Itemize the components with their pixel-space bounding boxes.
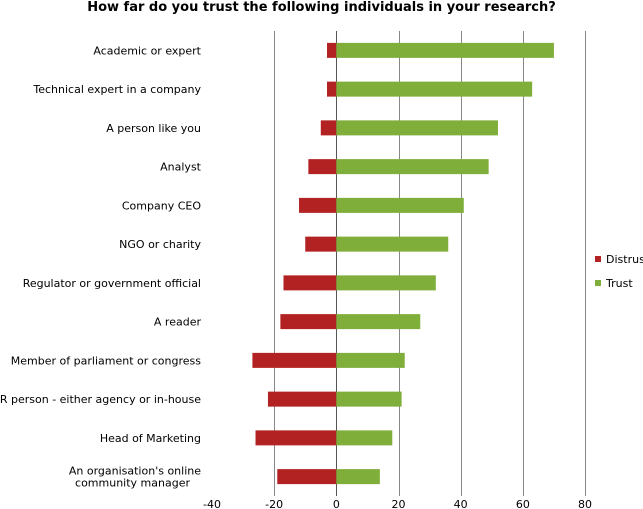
x-tick-label: 40 [454, 498, 468, 509]
chart-title: How far do you trust the following indiv… [87, 0, 556, 15]
x-tick-label: 60 [516, 498, 530, 509]
category-label: Technical expert in a company [32, 83, 201, 96]
bar-distrust [252, 352, 337, 368]
bar-distrust [280, 314, 337, 330]
bar-distrust [327, 42, 337, 58]
category-label: An organisation's online community manage… [69, 465, 201, 490]
bar-trust [336, 352, 405, 368]
bar-distrust [320, 120, 337, 136]
legend: Distrust Trust [595, 253, 643, 290]
bar-distrust [308, 159, 337, 175]
x-tick-label: 80 [578, 498, 592, 509]
bar-distrust [277, 469, 337, 485]
bar-trust [336, 81, 533, 97]
category-label: NGO or charity [119, 238, 201, 251]
bar-trust [336, 469, 380, 485]
bar-trust [336, 159, 489, 175]
bar-trust [336, 391, 402, 407]
legend-label: Distrust [606, 253, 643, 266]
bar-trust [336, 314, 421, 330]
x-tick-label: -20 [265, 498, 283, 509]
bar-trust [336, 120, 498, 136]
bar-distrust [255, 430, 337, 446]
legend-swatch [595, 256, 601, 262]
x-tick-label: -40 [203, 498, 221, 509]
bar-trust [336, 236, 449, 252]
x-tick-label: 0 [333, 498, 340, 509]
bar-distrust [299, 197, 337, 213]
gridlines [274, 31, 586, 496]
category-labels: Academic or expert Technical expert in a … [0, 44, 202, 489]
category-label: A reader [154, 316, 202, 329]
category-label: Academic or expert [93, 44, 201, 57]
category-label: Company CEO [122, 199, 201, 212]
category-label: Head of Marketing [100, 432, 201, 445]
bars [252, 42, 554, 485]
bar-distrust [267, 391, 337, 407]
legend-label: Trust [605, 277, 633, 290]
legend-swatch [595, 280, 601, 286]
category-label: Analyst [160, 161, 202, 174]
category-label: PR person - either agency or in-house [0, 393, 201, 406]
bar-trust [336, 430, 393, 446]
bar-trust [336, 275, 436, 291]
category-label: Regulator or government official [23, 277, 201, 290]
category-label: A person like you [106, 122, 201, 135]
category-label: Member of parliament or congress [11, 354, 201, 367]
bar-trust [336, 197, 464, 213]
bar-trust [336, 42, 554, 58]
x-tick-label: 20 [392, 498, 406, 509]
bar-distrust [305, 236, 337, 252]
bar-distrust [283, 275, 337, 291]
x-axis-ticks: -40 -20 0 20 40 60 80 [203, 498, 592, 509]
bar-distrust [327, 81, 337, 97]
